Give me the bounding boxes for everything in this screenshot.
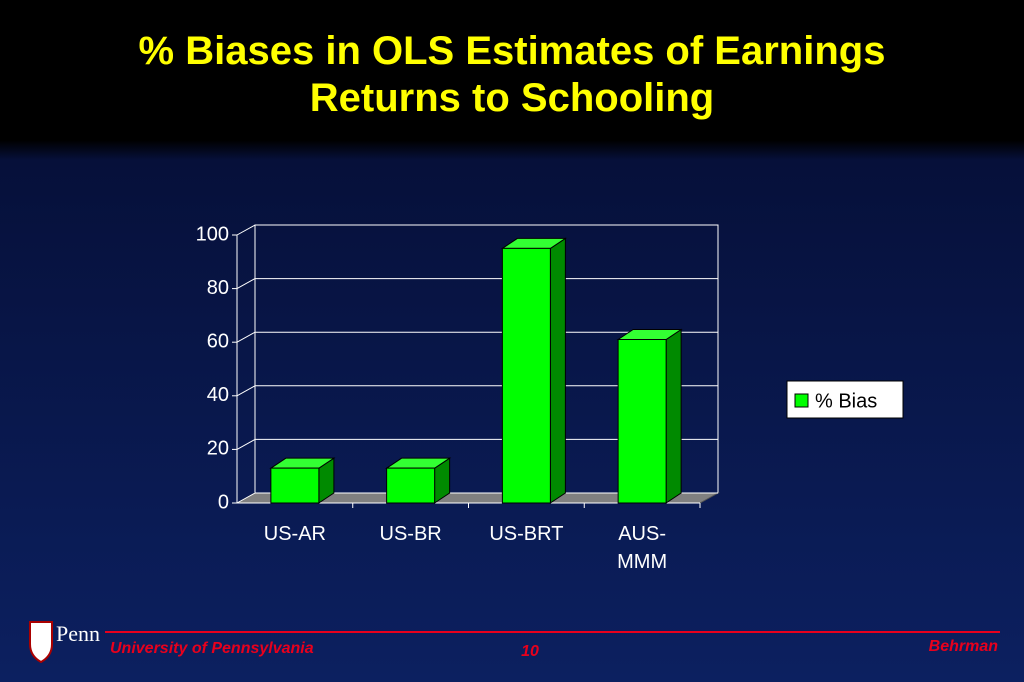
y-tick-label: 80 [207,277,229,299]
bar-side [665,328,682,504]
logo-shield [29,621,53,664]
legend-swatch [794,393,809,408]
bar [616,328,683,504]
x-tick-label: US-BR [379,523,442,545]
footer-right: Behrman [928,638,998,655]
y-tick-label: 100 [196,223,229,245]
bar-front [617,339,667,504]
x-tick-label: AUS-MMM [617,523,668,573]
bar-front [386,467,436,504]
bar-side [549,237,566,504]
bar [269,457,336,504]
y-tick-label: 60 [207,330,229,352]
x-tick-label: US-BRT [489,523,564,545]
logo-text: Penn [56,621,100,646]
page-number: 10 [521,643,539,660]
y-tick-label: 0 [218,491,229,513]
grid-line-side [236,438,256,450]
bar-front [270,467,320,504]
chart-title: % Biases in OLS Estimates of Earnings Re… [138,29,886,120]
bar [384,457,452,504]
legend-label: % Bias [815,390,877,412]
y-tick-label: 40 [207,384,229,406]
grid-line-side [236,492,256,504]
grid-line-side [236,278,256,290]
grid-line-side [236,331,256,343]
bar-front [501,247,551,504]
grid-line-side [236,385,256,397]
footer-left: University of Pennsylvania [110,640,314,657]
bar [500,237,568,504]
grid-line-side [236,224,256,236]
x-tick-label: US-AR [263,523,326,545]
y-tick-label: 20 [207,438,229,460]
